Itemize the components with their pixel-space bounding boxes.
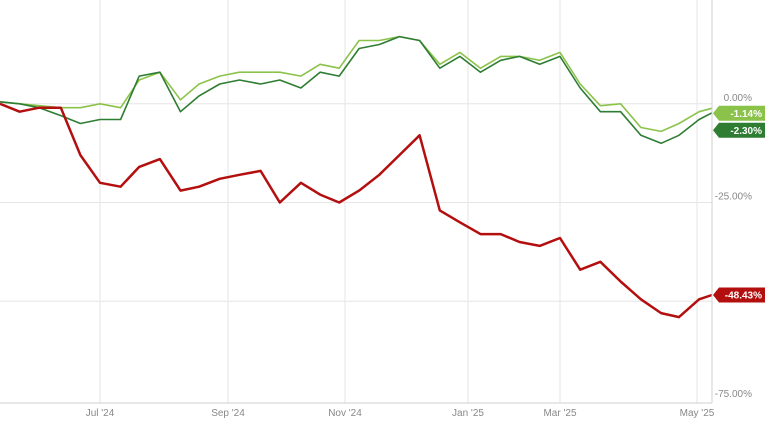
x-tick-label: Sep '24 xyxy=(211,408,245,419)
x-tick-label: Jan '25 xyxy=(452,408,484,419)
series-line-2 xyxy=(0,102,713,319)
tag-label: -2.30% xyxy=(730,126,762,137)
last-value-tag: -1.14% xyxy=(713,105,765,121)
series-line-0 xyxy=(0,35,713,133)
tag-label: -48.43% xyxy=(725,291,762,302)
axes: Jul '24 Sep '24 Nov '24 Jan '25 Mar '25 May '… xyxy=(0,0,752,419)
last-value-tag: -2.30% xyxy=(713,122,765,138)
series-lines xyxy=(0,35,713,319)
x-tick-label: Jul '24 xyxy=(86,408,115,419)
grid xyxy=(0,0,712,403)
series-line-1 xyxy=(0,35,713,145)
tag-background xyxy=(713,287,765,303)
last-value-tag: -48.43% xyxy=(713,287,765,303)
y-tick-label: -75.00% xyxy=(715,389,752,400)
x-tick-label: Mar '25 xyxy=(543,408,576,419)
tag-background xyxy=(713,105,765,121)
y-tick-label: 0.00% xyxy=(724,93,752,104)
tag-label: -1.14% xyxy=(730,109,762,120)
x-tick-label: May '25 xyxy=(680,408,715,419)
y-tick-label: -25.00% xyxy=(715,192,752,203)
x-tick-label: Nov '24 xyxy=(328,408,362,419)
last-value-tags: -1.14% -2.30% -48.43% xyxy=(713,105,765,303)
tag-background xyxy=(713,122,765,138)
